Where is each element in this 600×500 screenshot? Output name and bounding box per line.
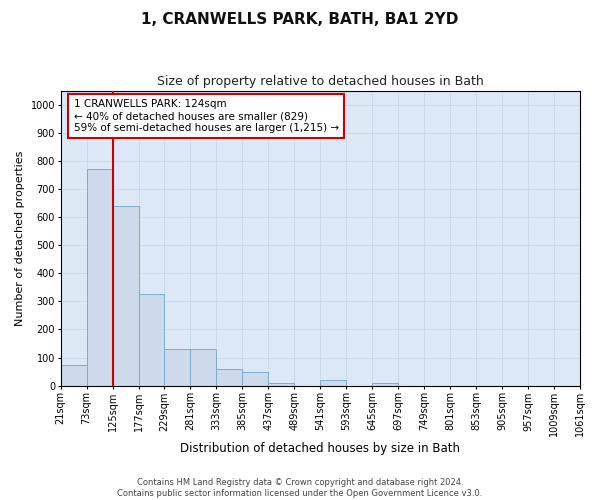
Bar [268, 383, 295, 386]
Title: Size of property relative to detached houses in Bath: Size of property relative to detached ho… [157, 75, 484, 88]
Text: 1 CRANWELLS PARK: 124sqm
← 40% of detached houses are smaller (829)
59% of semi-: 1 CRANWELLS PARK: 124sqm ← 40% of detach… [74, 100, 339, 132]
Bar [164, 349, 190, 386]
Bar [113, 206, 139, 386]
X-axis label: Distribution of detached houses by size in Bath: Distribution of detached houses by size … [181, 442, 460, 455]
Text: 1, CRANWELLS PARK, BATH, BA1 2YD: 1, CRANWELLS PARK, BATH, BA1 2YD [142, 12, 458, 28]
Bar [61, 364, 86, 386]
Bar [190, 349, 217, 386]
Bar [139, 294, 164, 386]
Bar [372, 383, 398, 386]
Bar [217, 369, 242, 386]
Bar [320, 380, 346, 386]
Bar [86, 169, 113, 386]
Text: Contains HM Land Registry data © Crown copyright and database right 2024.
Contai: Contains HM Land Registry data © Crown c… [118, 478, 482, 498]
Bar [242, 372, 268, 386]
Y-axis label: Number of detached properties: Number of detached properties [15, 150, 25, 326]
